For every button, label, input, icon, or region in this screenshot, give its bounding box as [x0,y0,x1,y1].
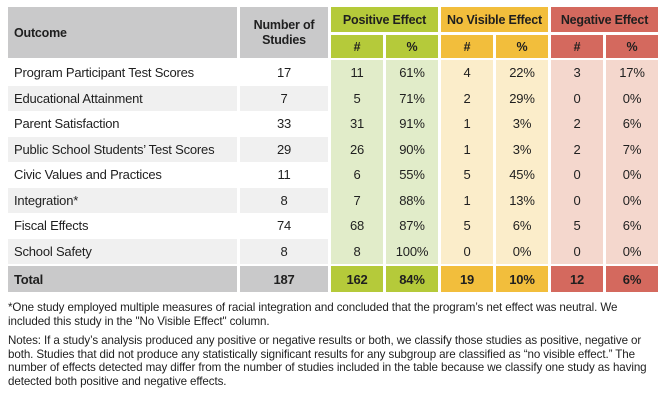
no-visible-count-cell: 4 [441,60,493,86]
outcome-cell: Civic Values and Practices [8,162,237,188]
table-row: Educational Attainment 7 5 71% 2 29% 0 0… [8,85,661,111]
outcome-cell: Educational Attainment [8,85,237,111]
no-visible-count-cell: 1 [441,136,493,162]
negative-percent-header: % [606,35,658,58]
no-visible-count-cell: 0 [441,238,493,264]
footnotes-section: *One study employed multiple measures of… [8,301,660,389]
negative-count-cell: 0 [551,238,603,264]
positive-percent-header: % [386,35,438,58]
no-visible-count-cell: 5 [441,162,493,188]
studies-count-cell: 8 [240,238,328,264]
negative-percent-cell: 17% [606,60,658,86]
positive-percent-cell: 90% [386,136,438,162]
studies-count-cell: 74 [240,213,328,239]
negative-percent-cell: 0% [606,162,658,188]
no-visible-count-cell: 5 [441,213,493,239]
table-header: Outcome Number of Studies Positive Effec… [8,7,661,58]
outcome-cell: Public School Students’ Test Scores [8,136,237,162]
positive-count-cell: 5 [331,85,383,111]
studies-count-cell: 17 [240,60,328,86]
studies-count-cell: 8 [240,187,328,213]
no-visible-count-cell: 2 [441,85,493,111]
no-visible-count-header: # [441,35,493,58]
negative-percent-cell: 0% [606,238,658,264]
studies-count-cell: 29 [240,136,328,162]
table-row: Public School Students’ Test Scores 29 2… [8,136,661,162]
total-negative-count-cell: 12 [551,266,603,292]
table-row: Integration* 8 7 88% 1 13% 0 0% [8,187,661,213]
negative-percent-cell: 0% [606,85,658,111]
positive-percent-cell: 61% [386,60,438,86]
no-visible-percent-cell: 13% [496,187,548,213]
positive-effect-header: Positive Effect [331,7,438,32]
notes-footnote: Notes: If a study’s analysis produced an… [8,334,647,388]
negative-count-cell: 5 [551,213,603,239]
positive-percent-cell: 87% [386,213,438,239]
negative-effect-header: Negative Effect [551,7,658,32]
total-studies-cell: 187 [240,266,328,292]
table-row: School Safety 8 8 100% 0 0% 0 0% [8,238,661,264]
outcome-cell: School Safety [8,238,237,264]
total-no-visible-percent-cell: 10% [496,266,548,292]
positive-count-cell: 11 [331,60,383,86]
negative-percent-cell: 0% [606,187,658,213]
positive-count-cell: 8 [331,238,383,264]
positive-count-cell: 6 [331,162,383,188]
positive-percent-cell: 91% [386,111,438,137]
negative-count-cell: 0 [551,187,603,213]
outcome-cell: Parent Satisfaction [8,111,237,137]
table-row: Civic Values and Practices 11 6 55% 5 45… [8,162,661,188]
studies-header-cell: Number of Studies [240,7,328,58]
outcome-header-cell: Outcome [8,7,237,58]
positive-percent-cell: 55% [386,162,438,188]
negative-count-cell: 2 [551,136,603,162]
studies-count-cell: 11 [240,162,328,188]
no-visible-percent-cell: 22% [496,60,548,86]
no-visible-count-cell: 1 [441,187,493,213]
total-positive-percent-cell: 84% [386,266,438,292]
outcome-cell: Fiscal Effects [8,213,237,239]
negative-count-cell: 2 [551,111,603,137]
no-visible-percent-cell: 0% [496,238,548,264]
negative-percent-cell: 6% [606,111,658,137]
no-visible-effect-header: No Visible Effect [441,7,548,32]
positive-count-header: # [331,35,383,58]
studies-count-cell: 33 [240,111,328,137]
positive-percent-cell: 100% [386,238,438,264]
positive-count-cell: 7 [331,187,383,213]
total-no-visible-count-cell: 19 [441,266,493,292]
positive-percent-cell: 88% [386,187,438,213]
positive-count-cell: 31 [331,111,383,137]
no-visible-percent-cell: 3% [496,136,548,162]
table-row: Fiscal Effects 74 68 87% 5 6% 5 6% [8,213,661,239]
negative-count-header: # [551,35,603,58]
outcome-cell: Program Participant Test Scores [8,60,237,86]
no-visible-percent-cell: 45% [496,162,548,188]
outcome-cell: Integration* [8,187,237,213]
studies-count-cell: 7 [240,85,328,111]
negative-percent-cell: 6% [606,213,658,239]
no-visible-percent-header: % [496,35,548,58]
positive-count-cell: 68 [331,213,383,239]
total-label-cell: Total [8,266,237,292]
negative-count-cell: 0 [551,85,603,111]
total-negative-percent-cell: 6% [606,266,658,292]
table-row: Program Participant Test Scores 17 11 61… [8,60,661,86]
positive-percent-cell: 71% [386,85,438,111]
report-table-figure: Outcome Number of Studies Positive Effec… [8,7,661,389]
negative-percent-cell: 7% [606,136,658,162]
negative-count-cell: 0 [551,162,603,188]
no-visible-count-cell: 1 [441,111,493,137]
asterisk-footnote: *One study employed multiple measures of… [8,301,618,328]
no-visible-percent-cell: 3% [496,111,548,137]
negative-count-cell: 3 [551,60,603,86]
positive-count-cell: 26 [331,136,383,162]
no-visible-percent-cell: 29% [496,85,548,111]
table-row: Parent Satisfaction 33 31 91% 1 3% 2 6% [8,111,661,137]
no-visible-percent-cell: 6% [496,213,548,239]
table-total-row: Total 187 162 84% 19 10% 12 6% [8,266,661,292]
total-positive-count-cell: 162 [331,266,383,292]
